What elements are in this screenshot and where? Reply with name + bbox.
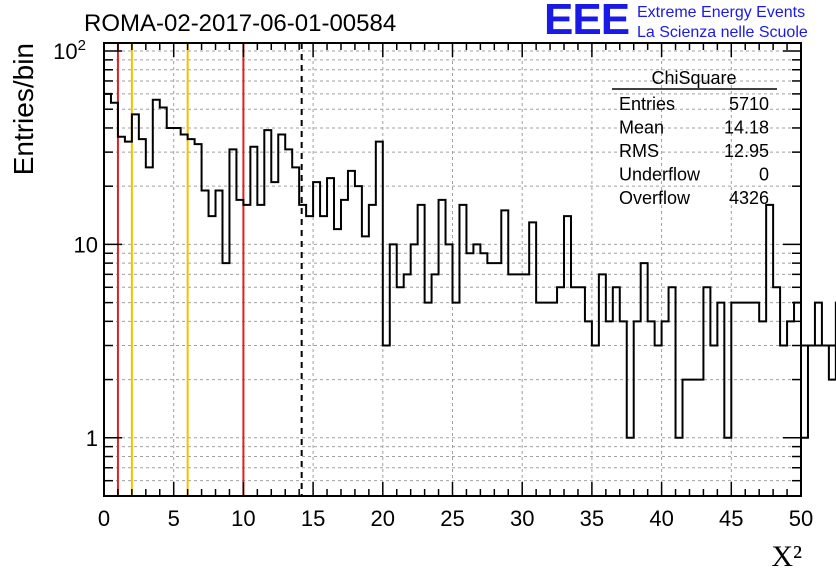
x-tick-label: 5 [168, 506, 180, 531]
stats-label: Entries [619, 94, 675, 114]
x-tick-label: 0 [98, 506, 110, 531]
logo-line-1: Extreme Energy Events [637, 4, 806, 21]
y-tick-label: 10 [74, 232, 98, 257]
stats-box: ChiSquare Entries 5710 Mean 14.18 RMS 12.95 Und… [612, 68, 777, 208]
stats-label: Mean [619, 118, 664, 138]
stats-label: Underflow [619, 165, 701, 185]
x-tick-label: 30 [510, 506, 534, 531]
grid-lines [104, 43, 801, 496]
y-tick-label: 1 [86, 426, 98, 451]
chart-title: ROMA-02-2017-06-01-00584 [84, 10, 396, 37]
x-tick-label: 50 [789, 506, 813, 531]
logo-line-2: La Scienza nelle Scuole [637, 24, 808, 41]
x-tick-label: 40 [649, 506, 673, 531]
eee-logo: EEE Extreme Energy Events La Scienza nel… [544, 0, 834, 46]
stats-value: 12.95 [724, 141, 769, 161]
stats-value: 4326 [729, 188, 769, 208]
y-tick-label: 102 [53, 37, 86, 64]
x-tick-label: 35 [580, 506, 604, 531]
x-axis-label: X² [771, 540, 802, 572]
stats-label: RMS [619, 141, 659, 161]
stats-value: 0 [759, 165, 769, 185]
stats-value: 14.18 [724, 118, 769, 138]
x-tick-label: 10 [231, 506, 255, 531]
axis-ticks [103, 43, 802, 497]
stats-value: 5710 [729, 94, 769, 114]
x-tick-labels: 0 5 10 15 20 25 30 35 40 45 50 [98, 506, 813, 531]
x-tick-label: 45 [719, 506, 743, 531]
x-tick-label: 15 [301, 506, 325, 531]
y-axis-label: Entries/bin [8, 43, 39, 175]
x-tick-label: 25 [440, 506, 464, 531]
stats-label: Overflow [619, 188, 691, 208]
y-tick-labels: 1 10 102 [53, 37, 98, 451]
stats-name: ChiSquare [651, 68, 736, 88]
x-tick-label: 20 [371, 506, 395, 531]
histogram-series [104, 92, 836, 439]
logo-mark: EEE [544, 0, 630, 44]
reference-lines [116, 43, 303, 496]
